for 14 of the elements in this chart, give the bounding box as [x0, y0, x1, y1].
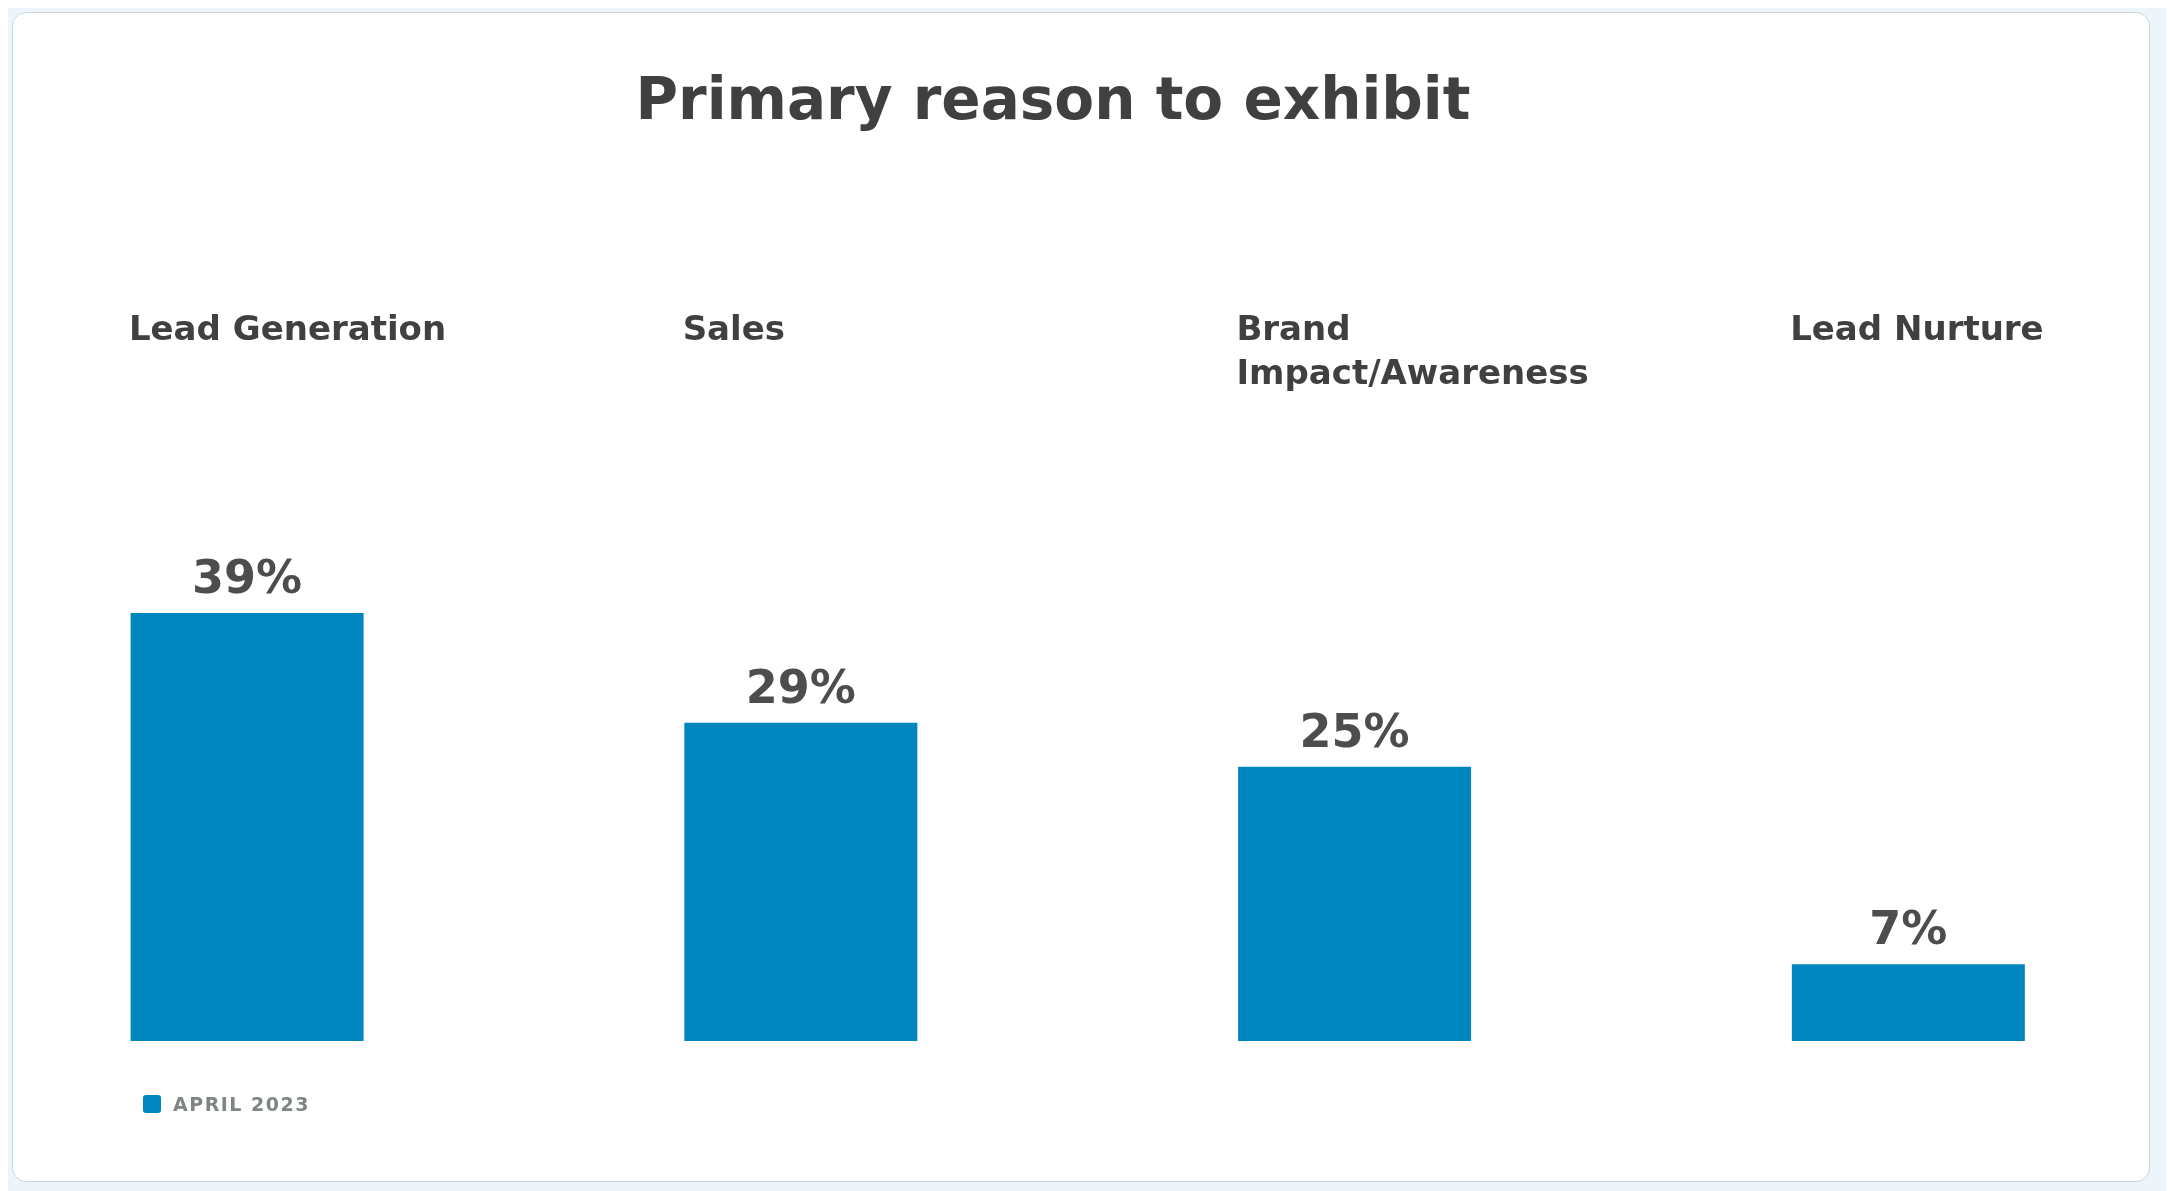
chart-title: Primary reason to exhibit [634, 65, 1472, 133]
data-label: 25% [1299, 703, 1410, 758]
data-label: 29% [745, 659, 856, 714]
x-tick-label: Lead Generation [128, 308, 447, 348]
x-tick-label: Sales [682, 308, 786, 348]
data-label: 39% [192, 550, 303, 604]
bar [130, 613, 364, 1041]
bar [684, 722, 918, 1041]
x-tick-label: Brand Impact/Awareness [1236, 308, 1589, 392]
x-tick-label: Lead Nurture [1790, 308, 2044, 348]
bar [1238, 766, 1472, 1041]
bar [1791, 964, 2025, 1041]
data-label: 7% [1869, 901, 1948, 956]
legend-label: APRIL 2023 [173, 1093, 310, 1115]
